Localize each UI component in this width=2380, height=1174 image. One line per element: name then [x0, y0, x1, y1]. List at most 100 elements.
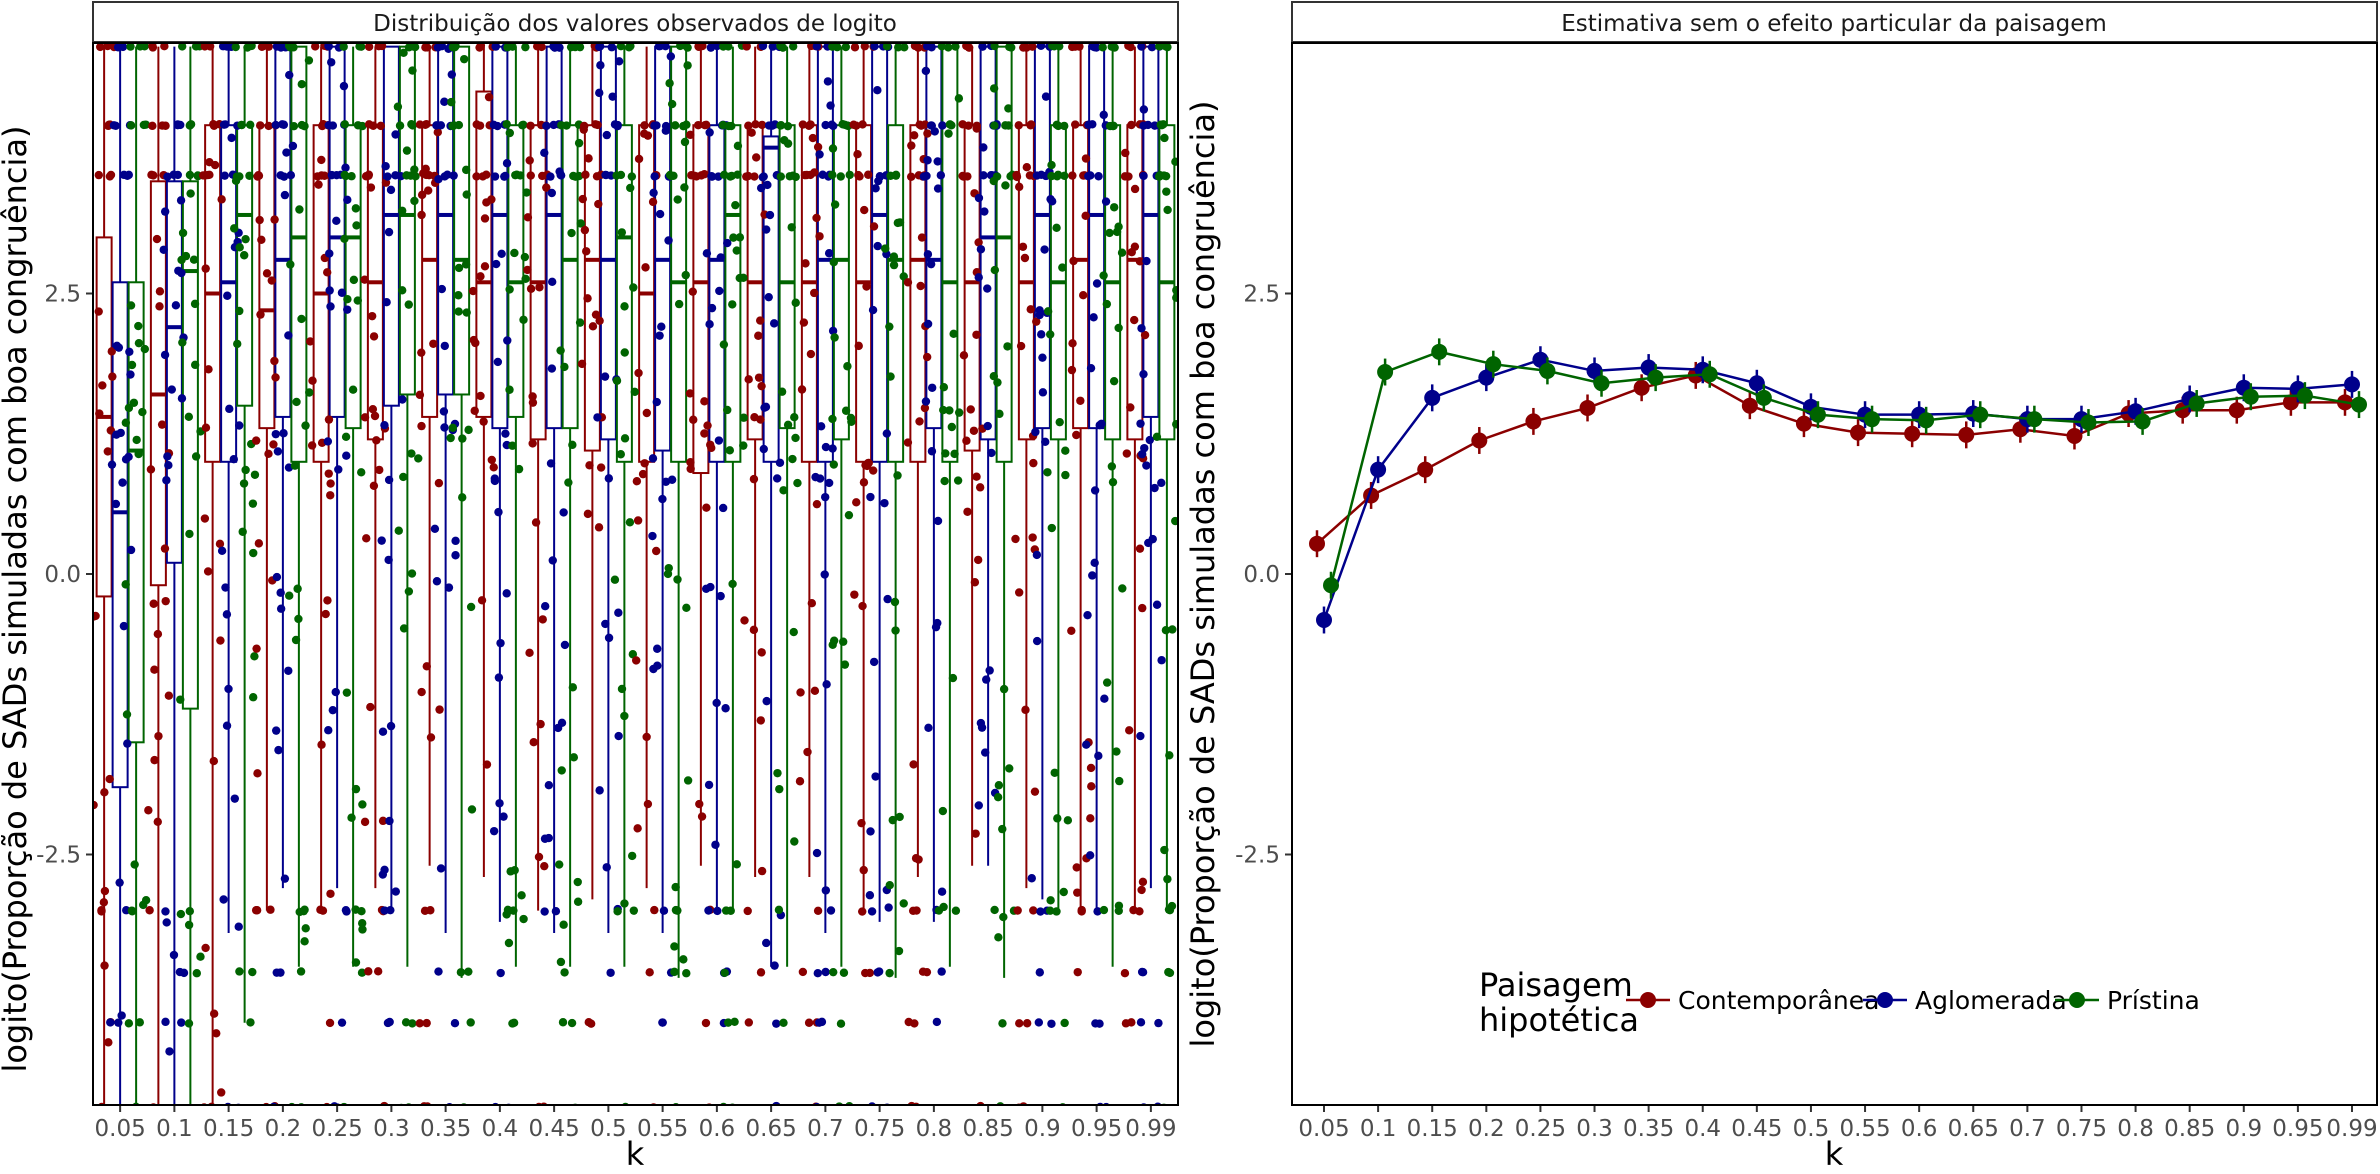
- data-point: [576, 219, 585, 228]
- data-point: [993, 793, 1003, 802]
- data-point: [1125, 726, 1134, 735]
- data-point: [1073, 888, 1082, 897]
- data-point: [421, 120, 430, 129]
- data-point: [1090, 486, 1100, 495]
- data-point: [402, 146, 412, 155]
- data-point: [189, 255, 199, 264]
- data-point: [744, 375, 753, 384]
- box-body: [491, 45, 509, 430]
- data-point: [574, 138, 584, 148]
- data-point: [381, 161, 390, 171]
- data-point: [1055, 417, 1064, 427]
- x-tick-label: 0.3: [373, 1116, 410, 1142]
- data-point: [326, 479, 335, 488]
- data-point: [880, 498, 889, 508]
- data-point: [732, 246, 741, 255]
- data-point: [1047, 160, 1056, 170]
- data-point: [408, 121, 417, 130]
- box-body: [290, 45, 308, 463]
- box-body: [181, 180, 199, 710]
- box-body: [475, 90, 493, 418]
- data-point: [1138, 968, 1148, 977]
- data-point: [724, 43, 733, 51]
- data-point: [440, 97, 449, 106]
- data-point: [1011, 534, 1020, 544]
- data-point: [341, 432, 351, 442]
- data-point: [606, 968, 615, 977]
- data-point: [570, 43, 580, 52]
- series-point: [2066, 427, 2083, 444]
- series-point: [1904, 425, 1921, 442]
- series-point: [1525, 413, 1542, 430]
- data-point: [404, 300, 413, 309]
- data-point: [933, 157, 942, 166]
- data-point: [733, 141, 743, 151]
- y-tick-label: 2.5: [44, 282, 81, 308]
- data-point: [775, 458, 785, 467]
- x-tick-label: 0.6: [1901, 1116, 1938, 1142]
- data-point: [278, 120, 287, 129]
- data-point: [107, 347, 116, 356]
- data-point: [1105, 121, 1115, 131]
- data-point: [464, 967, 473, 976]
- data-point: [620, 711, 629, 721]
- data-point: [880, 244, 890, 253]
- data-point: [124, 1019, 134, 1028]
- data-point: [993, 378, 1002, 387]
- data-point: [119, 621, 129, 631]
- data-point: [855, 172, 864, 181]
- data-point: [676, 43, 685, 51]
- data-point: [547, 188, 557, 198]
- data-point: [762, 696, 771, 706]
- data-point: [602, 130, 612, 140]
- data-point: [1075, 43, 1084, 51]
- data-point: [514, 464, 524, 474]
- data-point: [415, 390, 425, 400]
- data-point: [595, 88, 604, 98]
- data-point: [686, 458, 695, 467]
- data-point: [1086, 814, 1095, 823]
- series-point: [1755, 389, 1772, 406]
- data-point: [1032, 317, 1041, 326]
- data-point: [364, 967, 373, 976]
- data-point: [160, 350, 170, 360]
- data-point: [567, 228, 576, 238]
- data-point: [489, 826, 499, 836]
- points-Aglomerada-0.3: [377, 130, 407, 1028]
- data-point: [569, 753, 579, 762]
- series-line: [1329, 350, 2360, 586]
- data-point: [1050, 43, 1059, 51]
- data-point: [756, 183, 766, 193]
- data-point: [401, 1018, 411, 1027]
- points-Contemporânea-0.2: [251, 43, 280, 1105]
- data-point: [716, 591, 725, 601]
- data-point: [272, 968, 281, 977]
- data-point: [798, 967, 808, 977]
- data-point: [280, 190, 290, 200]
- data-point: [1004, 104, 1013, 113]
- data-point: [162, 476, 171, 485]
- data-point: [201, 943, 210, 953]
- data-point: [1102, 678, 1112, 687]
- series-point: [1471, 432, 1488, 449]
- data-point: [718, 120, 728, 130]
- data-point: [297, 80, 306, 89]
- data-point: [1052, 223, 1061, 233]
- data-point: [628, 650, 638, 659]
- data-point: [93, 612, 98, 621]
- data-point: [1030, 787, 1040, 796]
- data-point: [496, 968, 505, 978]
- data-point: [423, 186, 433, 195]
- data-point: [758, 173, 768, 182]
- data-point: [1127, 120, 1136, 130]
- data-point: [612, 171, 621, 180]
- data-point: [667, 475, 677, 484]
- data-point: [325, 286, 334, 295]
- data-point: [490, 172, 500, 181]
- data-point: [922, 967, 932, 977]
- points-Contemporânea-0.55: [631, 120, 661, 1105]
- data-point: [648, 454, 658, 463]
- data-point: [620, 434, 630, 443]
- data-point: [100, 961, 109, 970]
- series-point: [1586, 362, 1603, 379]
